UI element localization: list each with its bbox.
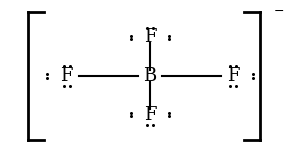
Text: F: F bbox=[227, 67, 239, 85]
Text: F: F bbox=[61, 67, 73, 85]
Text: F: F bbox=[144, 106, 156, 124]
Text: F: F bbox=[144, 28, 156, 46]
Text: −: − bbox=[273, 5, 284, 18]
Text: B: B bbox=[143, 67, 157, 85]
